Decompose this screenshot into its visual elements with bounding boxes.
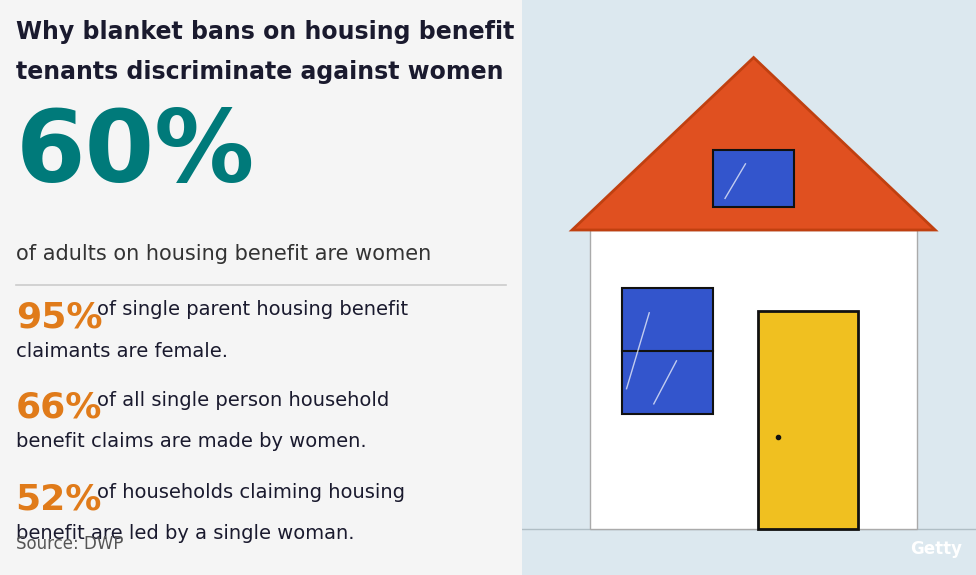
- Text: of all single person household: of all single person household: [97, 391, 388, 410]
- Text: Source: DWP: Source: DWP: [16, 535, 123, 553]
- Text: 66%: 66%: [16, 391, 102, 425]
- Text: 95%: 95%: [16, 300, 102, 334]
- Text: of households claiming housing: of households claiming housing: [97, 483, 405, 502]
- Text: 52%: 52%: [16, 483, 102, 517]
- Text: of single parent housing benefit: of single parent housing benefit: [97, 300, 408, 319]
- Text: 60%: 60%: [16, 106, 255, 204]
- Text: Getty: Getty: [911, 540, 962, 558]
- Polygon shape: [572, 58, 935, 230]
- Text: benefit claims are made by women.: benefit claims are made by women.: [16, 432, 366, 451]
- Text: tenants discriminate against women: tenants discriminate against women: [16, 60, 504, 85]
- Bar: [622, 288, 712, 414]
- Polygon shape: [590, 230, 917, 529]
- Bar: [758, 310, 858, 529]
- Text: claimants are female.: claimants are female.: [16, 342, 227, 361]
- Text: of adults on housing benefit are women: of adults on housing benefit are women: [16, 244, 431, 264]
- Bar: [712, 150, 794, 207]
- Text: benefit are led by a single woman.: benefit are led by a single woman.: [16, 524, 354, 543]
- Text: Why blanket bans on housing benefit: Why blanket bans on housing benefit: [16, 20, 514, 44]
